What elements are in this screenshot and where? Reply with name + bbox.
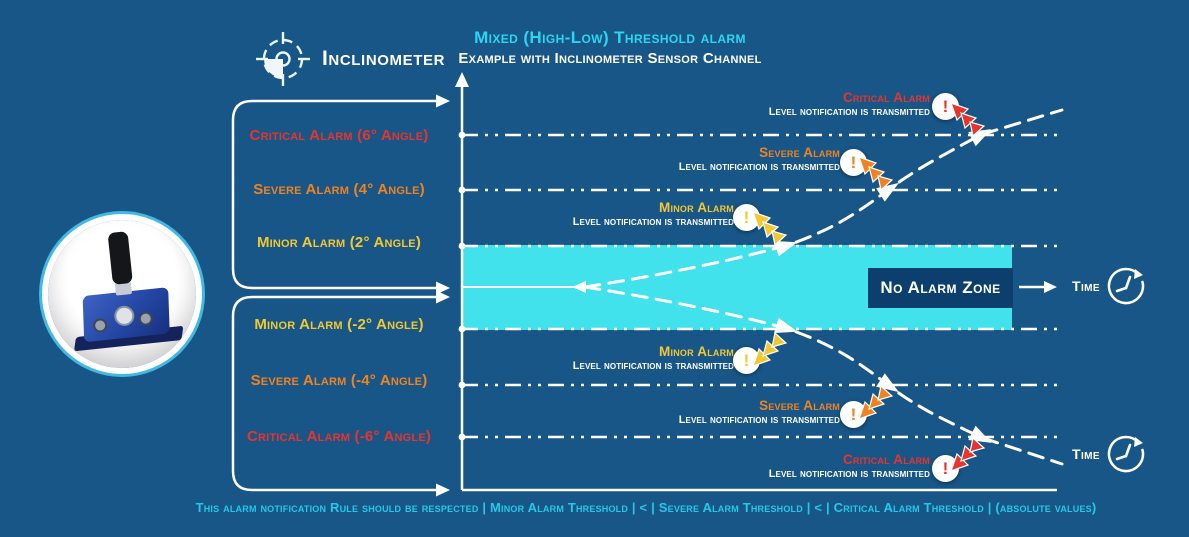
notification-detail: Level notification is transmitted bbox=[768, 105, 930, 118]
notification-critical-high: Critical Alarm Level notification is tra… bbox=[680, 90, 930, 118]
axis-dot bbox=[458, 433, 466, 441]
axis-dot bbox=[458, 131, 466, 139]
lower-group-bracket bbox=[231, 295, 447, 492]
notification-detail: Level notification is transmitted bbox=[678, 413, 840, 426]
brand-name: Inclinometer bbox=[322, 47, 446, 70]
clock-icon bbox=[1107, 267, 1145, 305]
center-baseline-arrowhead bbox=[572, 281, 586, 293]
lower-bracket-arrow-bottom bbox=[436, 483, 450, 497]
notification-title: Severe Alarm bbox=[759, 398, 840, 413]
lightning-bolt-icon bbox=[950, 102, 986, 138]
notification-title: Critical Alarm bbox=[842, 90, 930, 105]
threshold-label-minor-high: Minor Alarm (2° Angle) bbox=[256, 234, 422, 251]
brand-logo: Inclinometer bbox=[254, 30, 445, 88]
clock-arrow-tip bbox=[1134, 437, 1143, 447]
notification-severe-low: Severe Alarm Level notification is trans… bbox=[590, 398, 840, 426]
lightning-bolt-icon bbox=[858, 384, 894, 420]
lightning-bolt-icon bbox=[858, 156, 894, 192]
zone-time-arrowhead bbox=[1044, 281, 1057, 293]
upper-bracket-arrow-bottom bbox=[436, 281, 450, 295]
axis-dot bbox=[458, 325, 466, 333]
crossing-arrow-minor-low bbox=[774, 317, 798, 334]
clock-arrow-tip bbox=[1134, 269, 1143, 279]
inclinometer-crosshair-icon bbox=[256, 32, 310, 86]
lower-signal-curve bbox=[583, 285, 1064, 466]
notification-detail: Level notification is transmitted bbox=[768, 467, 930, 480]
page-subtitle: Example with Inclinometer Sensor Channel bbox=[458, 50, 762, 67]
lightning-bolt-icon bbox=[752, 331, 788, 367]
notification-minor-low: Minor Alarm Level notification is transm… bbox=[484, 344, 734, 372]
notification-detail: Level notification is transmitted bbox=[572, 359, 734, 372]
alert-exclamation-icon: ! bbox=[733, 204, 760, 231]
clock-icon bbox=[1107, 435, 1145, 473]
lightning-bolt-icon bbox=[752, 211, 788, 247]
notification-title: Severe Alarm bbox=[759, 145, 840, 160]
lightning-bolt-icon bbox=[950, 436, 986, 472]
axis-dot bbox=[458, 381, 466, 389]
notification-detail: Level notification is transmitted bbox=[678, 160, 840, 173]
notification-minor-high: Minor Alarm Level notification is transm… bbox=[484, 200, 734, 228]
no-alarm-zone-label: No Alarm Zone bbox=[868, 268, 1013, 308]
notification-detail: Level notification is transmitted bbox=[572, 215, 734, 228]
notification-critical-low: Critical Alarm ! Level notification is t… bbox=[680, 452, 930, 480]
threshold-label-severe-high: Severe Alarm (4° Angle) bbox=[253, 181, 425, 198]
upper-signal-curve bbox=[583, 108, 1064, 289]
time-label-bottom: Time bbox=[1072, 446, 1100, 462]
notification-title: Minor Alarm bbox=[659, 200, 734, 215]
antenna bbox=[107, 231, 133, 285]
threshold-label-minor-low: Minor Alarm (-2° Angle) bbox=[254, 316, 424, 333]
upper-bracket-arrow-top bbox=[436, 94, 450, 108]
axis-dot bbox=[458, 242, 466, 250]
crossing-arrow-minor-high bbox=[774, 240, 798, 257]
threshold-label-critical-low: Critical Alarm (-6° Angle) bbox=[246, 428, 432, 445]
upper-group-bracket bbox=[231, 99, 447, 290]
time-label-top: Time bbox=[1072, 278, 1100, 294]
lower-bracket-arrow-top bbox=[436, 290, 450, 304]
threshold-label-severe-low: Severe Alarm (-4° Angle) bbox=[250, 372, 428, 389]
inclinometer-device-photo bbox=[48, 220, 196, 368]
y-axis-arrowhead bbox=[455, 72, 469, 87]
sensor-illustration bbox=[41, 213, 204, 376]
notification-severe-high: Severe Alarm Level notification is trans… bbox=[590, 145, 840, 173]
notification-title: Critical Alarm bbox=[842, 452, 930, 467]
alarm-rule-footnote: This alarm notification Rule should be r… bbox=[195, 500, 1097, 515]
page-title: Mixed (High-Low) Threshold alarm bbox=[474, 28, 746, 47]
notification-title: Minor Alarm bbox=[659, 344, 734, 359]
axis-dot bbox=[458, 186, 466, 194]
threshold-label-critical-high: Critical Alarm (6° Angle) bbox=[249, 127, 429, 144]
